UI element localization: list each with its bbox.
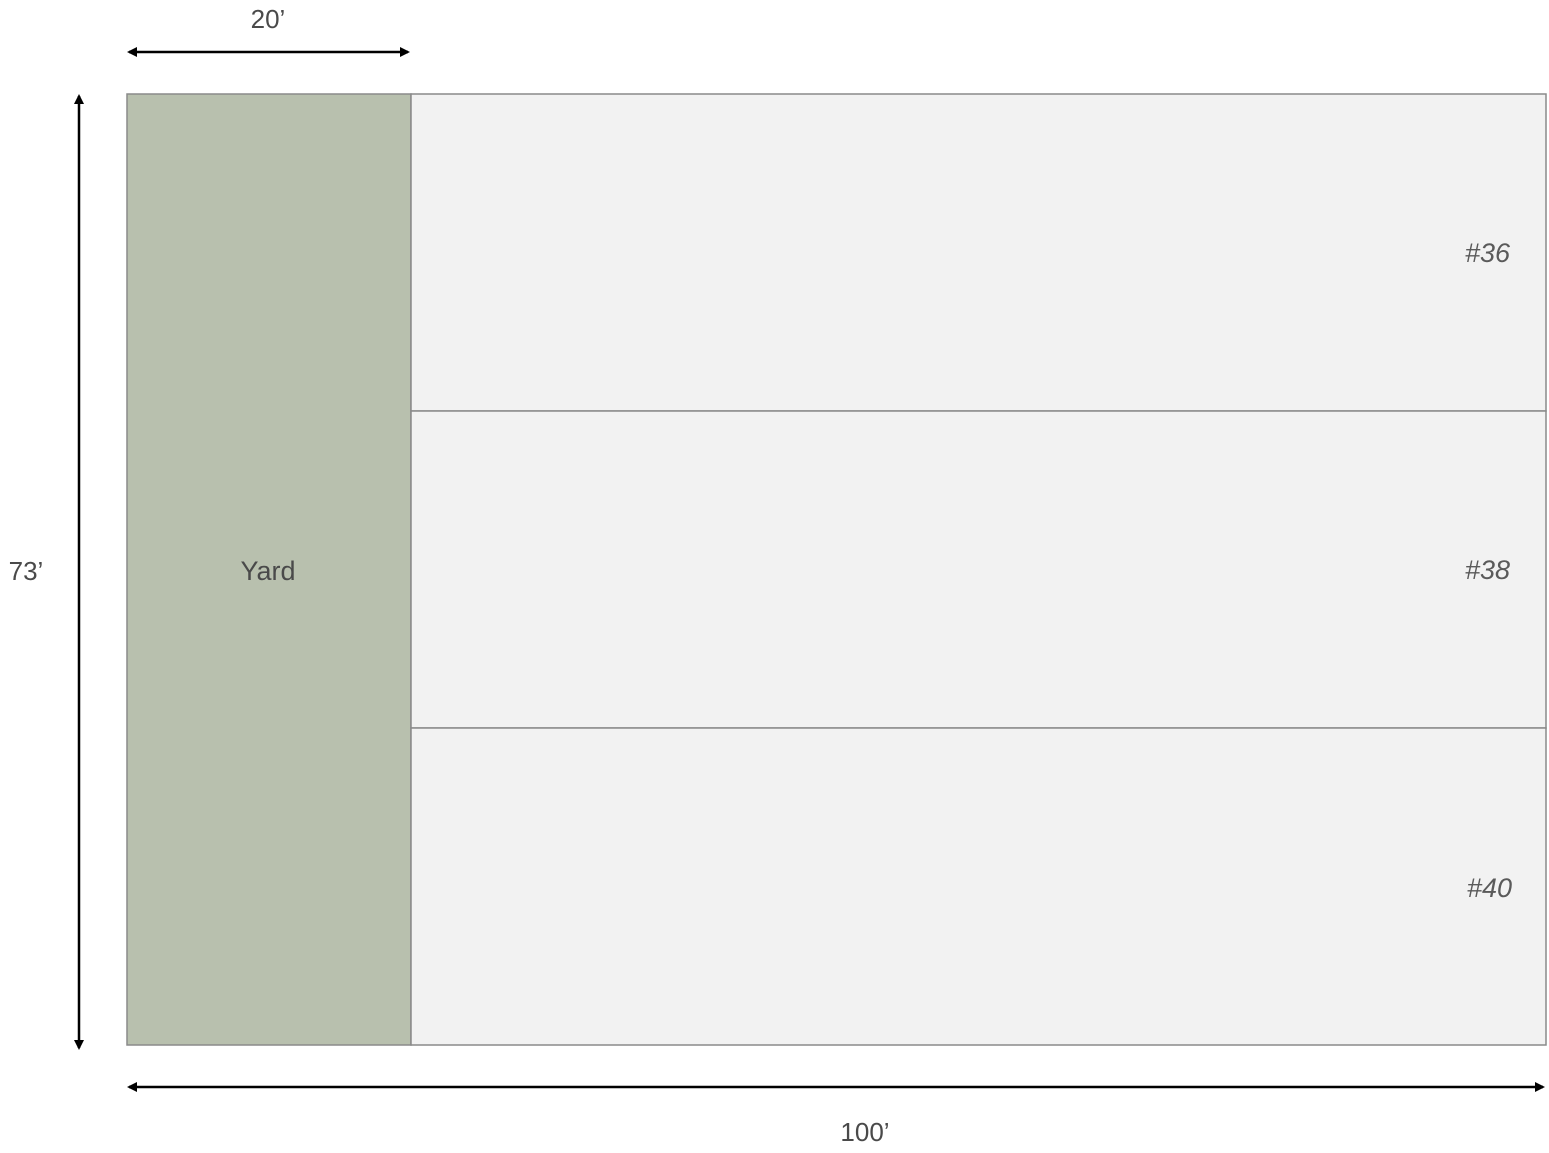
unit-40-area <box>410 727 1547 1046</box>
unit-40-label: #40 <box>1467 873 1512 903</box>
unit-38-area <box>410 410 1547 729</box>
yard-label: Yard <box>240 556 295 586</box>
unit-36-area <box>410 93 1547 412</box>
unit-36-label: #36 <box>1465 238 1511 268</box>
yard-area <box>126 93 412 1046</box>
depth-label: 73’ <box>9 556 44 586</box>
unit-38-label: #38 <box>1465 555 1510 585</box>
width-label: 100’ <box>840 1117 889 1147</box>
yard-width-label: 20’ <box>251 4 286 34</box>
